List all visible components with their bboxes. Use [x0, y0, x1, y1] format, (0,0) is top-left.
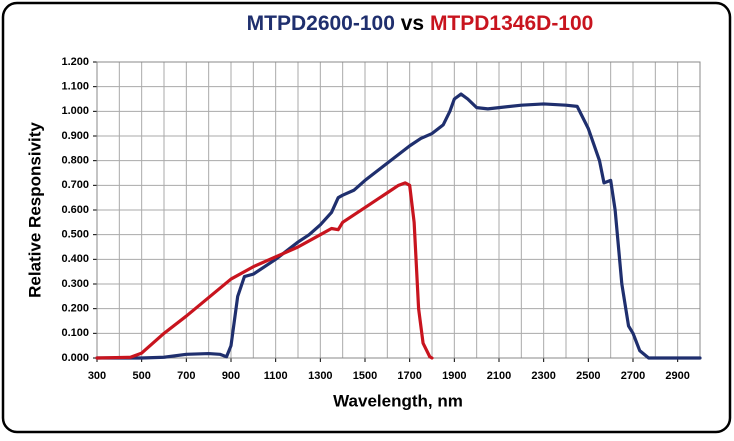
- title-part: vs: [401, 12, 424, 35]
- y-tick-label: 1.200: [61, 56, 89, 68]
- y-tick-label: 1.100: [61, 81, 89, 93]
- y-axis-title: Relative Responsivity: [25, 122, 44, 298]
- plot-border: [96, 61, 701, 359]
- x-axis-title: Wavelength, nm: [333, 391, 463, 410]
- x-tick-label: 900: [222, 370, 240, 382]
- x-tick-label: 2100: [487, 370, 511, 382]
- x-tick-label: 1500: [353, 370, 377, 382]
- x-tick-label: 700: [177, 370, 195, 382]
- x-tick-label: 2700: [621, 370, 645, 382]
- chart-frame: [1, 1, 732, 434]
- series-line: [95, 92, 702, 360]
- x-tick-label: 300: [88, 370, 106, 382]
- y-tick-label: 1.000: [61, 105, 89, 117]
- y-tick-label: 0.200: [61, 303, 89, 315]
- series-line: [95, 181, 434, 360]
- title-part: MTPD1346D-100: [430, 12, 593, 35]
- x-tick-label: 1100: [264, 370, 288, 382]
- y-tick-label: 0.400: [61, 253, 89, 265]
- chart-title: MTPD2600-100 vs MTPD1346D-100: [247, 12, 594, 35]
- y-tick-label: 0.700: [61, 179, 89, 191]
- x-tick-label: 1300: [308, 370, 332, 382]
- y-tick-label: 0.000: [61, 352, 89, 364]
- title-part: MTPD2600-100: [247, 12, 395, 35]
- y-tick-label: 0.300: [61, 278, 89, 290]
- y-tick-label: 0.900: [61, 130, 89, 142]
- x-tick-label: 1900: [442, 370, 466, 382]
- x-tick-label: 2300: [531, 370, 555, 382]
- x-tick-label: 1700: [397, 370, 421, 382]
- y-tick-label: 0.800: [61, 155, 89, 167]
- y-tick-label: 0.500: [61, 229, 89, 241]
- y-tick-label: 0.600: [61, 204, 89, 216]
- x-tick-label: 500: [132, 370, 150, 382]
- y-tick-label: 0.100: [61, 327, 89, 339]
- x-tick-label: 2900: [665, 370, 689, 382]
- x-tick-label: 2500: [576, 370, 600, 382]
